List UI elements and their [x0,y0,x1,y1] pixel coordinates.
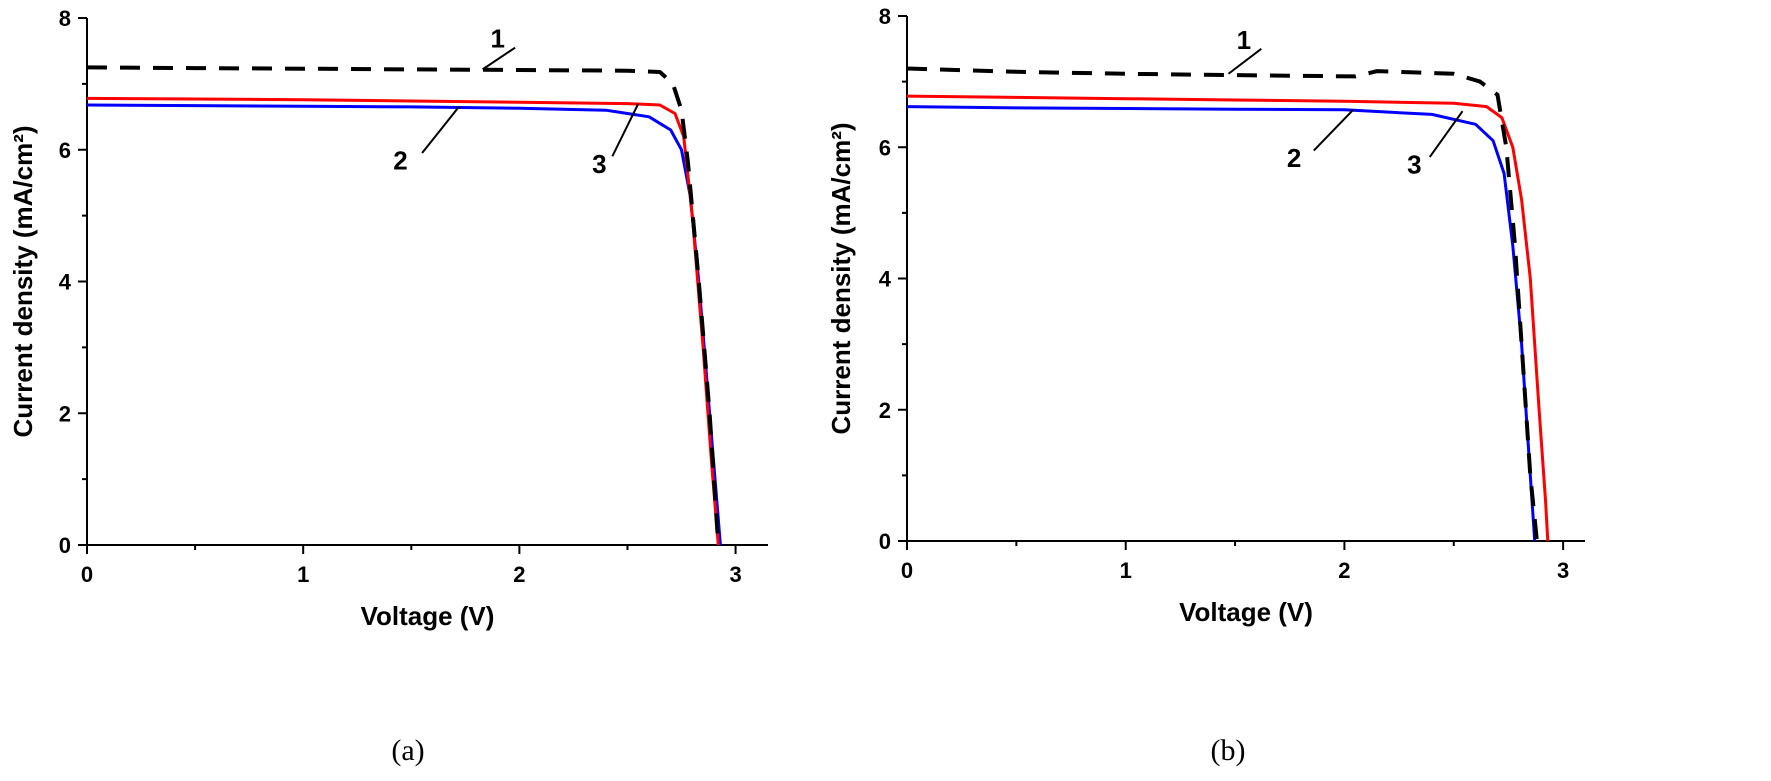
series-label-1: 1 [491,24,505,54]
x-axis-title: Voltage (V) [361,601,495,631]
annotation-leader [1428,110,1464,158]
x-tick-label: 1 [297,562,309,587]
annotation-leader [482,46,516,71]
y-axis-title: Current density (mA/cm²) [8,125,38,437]
series-label-3: 3 [592,149,606,179]
y-tick-label: 0 [879,529,891,554]
x-tick-label: 2 [1338,558,1350,583]
series-label-2: 2 [1287,143,1301,173]
x-axis-title: Voltage (V) [1179,597,1313,627]
y-axis-title: Current density (mA/cm²) [826,122,856,434]
series-line-2 [906,105,1537,542]
x-tick-label: 2 [513,562,525,587]
series-line-1 [906,66,1539,542]
series-line-1 [86,65,721,546]
series-label-2: 2 [393,146,407,176]
y-tick-label: 8 [59,6,71,31]
x-tick-label: 0 [81,562,93,587]
chart-b: 0 1 2 3 0 2 4 6 8 Voltage (V) Current density (mA/… [826,4,1585,767]
series-label-1: 1 [1237,25,1251,55]
series-label-3: 3 [1407,150,1421,180]
y-tick-label: 2 [879,398,891,423]
y-tick-label: 6 [59,138,71,163]
series-line-3 [906,94,1550,542]
y-tick-label: 4 [59,270,72,295]
x-tick-label: 3 [1557,558,1569,583]
y-tick-label: 8 [879,4,891,29]
annotation-leader [421,106,460,154]
x-tick-label: 0 [901,558,913,583]
y-tick-label: 6 [879,135,891,160]
annotation-leader [1313,109,1354,152]
y-tick-label: 4 [879,267,892,292]
series-line-3 [86,96,720,546]
x-tick-label: 1 [1120,558,1132,583]
annotation-leader [611,103,640,157]
annotation-leader [1227,48,1262,75]
panel-caption: (a) [391,734,424,767]
chart-a: 0 1 2 3 0 2 4 6 8 Voltage (V) Current density (mA/… [8,6,768,767]
panel-caption: (b) [1211,734,1246,767]
x-tick-label: 3 [729,562,741,587]
y-tick-label: 0 [59,533,71,558]
y-tick-label: 2 [59,401,71,426]
